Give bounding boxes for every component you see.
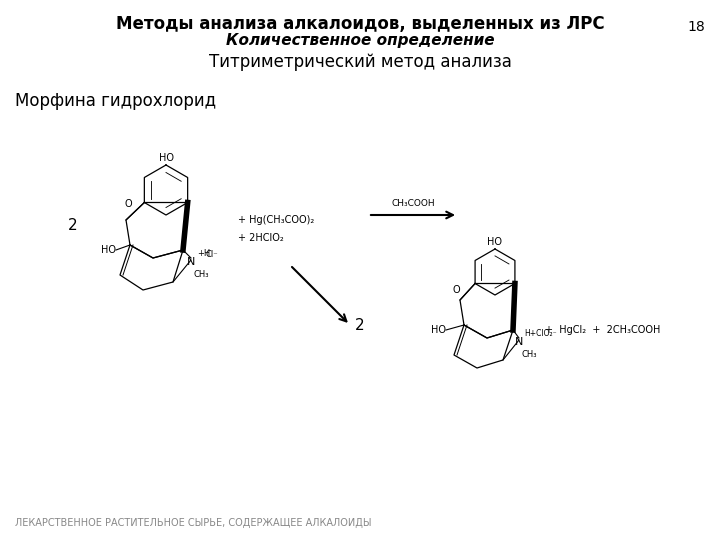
Text: 18: 18	[688, 20, 705, 34]
Text: +H: +H	[197, 249, 210, 258]
Text: HO: HO	[158, 153, 174, 163]
Text: N: N	[186, 257, 195, 267]
Text: H+ClO₂⁻: H+ClO₂⁻	[524, 329, 557, 338]
Text: CH₃: CH₃	[521, 350, 536, 359]
Text: HO: HO	[101, 245, 115, 255]
Text: HO: HO	[431, 325, 446, 335]
Text: CH₃: CH₃	[193, 270, 209, 279]
Text: Количественное определение: Количественное определение	[225, 33, 495, 48]
Text: + Hg(CH₃COO)₂: + Hg(CH₃COO)₂	[238, 215, 314, 225]
Text: +  HgCl₂  +  2CH₃COOH: + HgCl₂ + 2CH₃COOH	[545, 325, 660, 335]
Text: 2: 2	[68, 218, 78, 233]
Text: CH₃COOH: CH₃COOH	[391, 199, 435, 208]
Text: Методы анализа алкалоидов, выделенных из ЛРС: Методы анализа алкалоидов, выделенных из…	[116, 15, 604, 33]
Text: O: O	[124, 199, 132, 209]
Text: 2: 2	[355, 318, 364, 333]
Text: Cl⁻: Cl⁻	[205, 250, 217, 259]
Text: + 2HClO₂: + 2HClO₂	[238, 233, 284, 243]
Text: HO: HO	[487, 237, 503, 247]
Text: Морфина гидрохлорид: Морфина гидрохлорид	[15, 92, 216, 110]
Text: O: O	[452, 285, 460, 295]
Text: Титриметрический метод анализа: Титриметрический метод анализа	[209, 53, 511, 71]
Text: ЛЕКАРСТВЕННОЕ РАСТИТЕЛЬНОЕ СЫРЬЕ, СОДЕРЖАЩЕЕ АЛКАЛОИДЫ: ЛЕКАРСТВЕННОЕ РАСТИТЕЛЬНОЕ СЫРЬЕ, СОДЕРЖ…	[15, 518, 372, 528]
Text: N: N	[515, 337, 523, 347]
